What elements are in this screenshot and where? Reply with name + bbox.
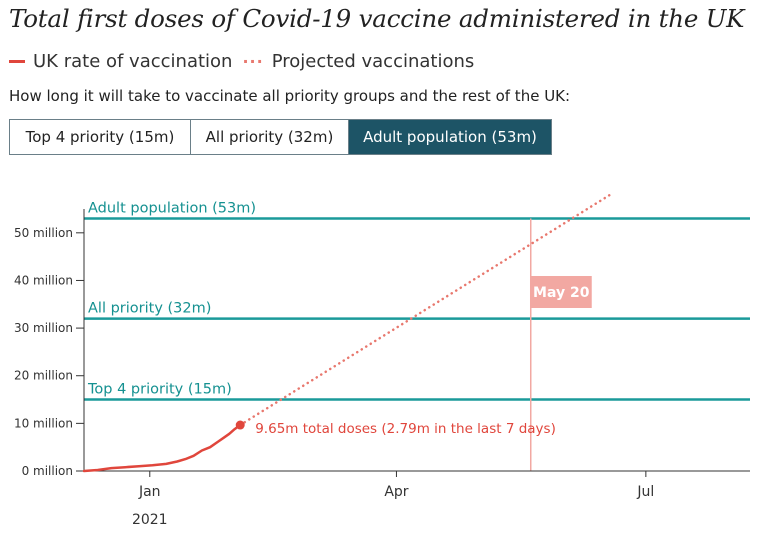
tab-adult-population[interactable]: Adult population (53m) [348, 120, 551, 154]
marker-label: May 20 [533, 285, 590, 301]
chart-title: Total first doses of Covid-19 vaccine ad… [9, 4, 745, 33]
tab-top-4-priority[interactable]: Top 4 priority (15m) [10, 120, 190, 154]
legend-solid-line-icon [9, 60, 25, 63]
marker-label-box [530, 276, 592, 308]
subtitle: How long it will take to vaccinate all p… [9, 87, 571, 105]
x-axis-year-label: 2021 [132, 512, 168, 528]
series-line-projected [238, 193, 612, 427]
y-tick-label-3: 30 million [14, 321, 73, 335]
endpoint-dot [235, 420, 245, 430]
scenario-tabs: Top 4 priority (15m) All priority (32m) … [9, 119, 552, 155]
legend-projected-label: Projected vaccinations [271, 51, 475, 72]
threshold-label-2: Adult population (53m) [88, 201, 256, 217]
legend: UK rate of vaccination ··· Projected vac… [9, 51, 474, 72]
x-tick-label-0: Jan [138, 484, 161, 500]
threshold-label-1: All priority (32m) [88, 301, 211, 317]
threshold-label-0: Top 4 priority (15m) [87, 382, 232, 398]
y-tick-label-2: 20 million [14, 369, 73, 383]
y-tick-label-0: 0 million [22, 464, 73, 478]
tab-all-priority[interactable]: All priority (32m) [190, 120, 348, 154]
x-tick-label-2: Jul [636, 484, 654, 500]
legend-dotted-line-icon: ··· [242, 52, 264, 71]
legend-actual-label: UK rate of vaccination [33, 51, 233, 72]
endpoint-annotation: 9.65m total doses (2.79m in the last 7 d… [255, 421, 556, 437]
series-line-actual [82, 423, 242, 473]
y-tick-label-4: 40 million [14, 273, 73, 287]
y-tick-label-1: 10 million [14, 416, 73, 430]
y-tick-label-5: 50 million [14, 226, 73, 240]
x-tick-label-1: Apr [384, 484, 408, 500]
